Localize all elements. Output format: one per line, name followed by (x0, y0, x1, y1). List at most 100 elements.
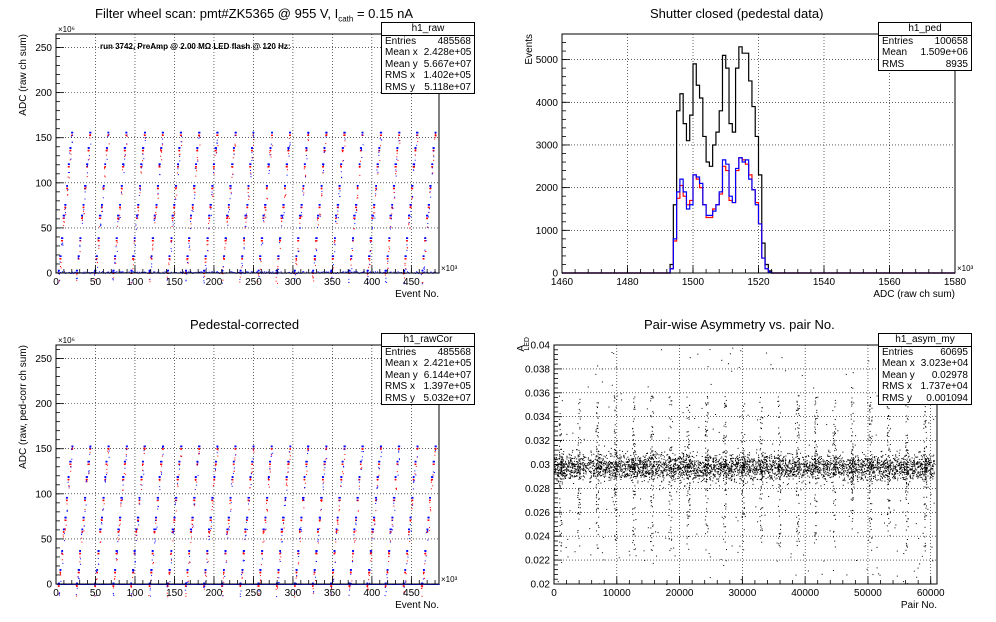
event-point (307, 133, 309, 135)
event-point (299, 214, 302, 217)
event-point (195, 167, 197, 169)
event-point (137, 210, 139, 212)
event-point (380, 131, 382, 134)
event-point (144, 137, 146, 139)
event-point (321, 195, 323, 197)
event-point (422, 573, 424, 575)
event-point (406, 249, 408, 251)
event-point (395, 488, 397, 490)
event-point (102, 187, 105, 190)
asym-point (617, 457, 619, 459)
event-point (64, 208, 66, 210)
event-point (210, 521, 212, 523)
x-tick-label: 150 (166, 277, 183, 288)
event-point (98, 214, 101, 217)
event-point (157, 197, 159, 199)
event-point (388, 251, 390, 253)
event-point (112, 271, 114, 273)
event-point (276, 273, 278, 275)
event-point (172, 528, 175, 531)
event-point (136, 216, 138, 218)
event-point (213, 271, 215, 273)
event-point (248, 509, 250, 511)
stats-row: RMS y 5.118e+07 (382, 82, 474, 94)
event-point (353, 271, 355, 273)
event-point (294, 269, 296, 272)
event-point (386, 281, 388, 283)
event-point (434, 138, 436, 140)
event-point (433, 159, 435, 161)
event-point (185, 280, 187, 282)
event-point (181, 145, 183, 147)
event-point (330, 592, 332, 594)
event-point (344, 453, 346, 455)
event-point (124, 154, 126, 156)
event-point (314, 580, 316, 582)
event-point (137, 528, 139, 530)
event-point (66, 194, 68, 196)
event-point (297, 550, 300, 552)
pad-ped: 1460 1480 1500 1520 1540 1560 1580 0 1000 2000 300… (498, 0, 996, 311)
event-point (376, 163, 379, 166)
event-point (321, 163, 324, 166)
event-point (336, 516, 339, 519)
event-point (390, 217, 392, 219)
y-exponent: ×10⁶ (58, 25, 75, 34)
event-point (311, 585, 314, 587)
event-point (226, 217, 229, 219)
event-point (106, 473, 108, 475)
event-point (368, 263, 370, 265)
event-point (189, 555, 191, 557)
event-point (173, 530, 175, 532)
event-point (208, 228, 210, 230)
event-point (424, 249, 426, 251)
event-point (307, 131, 310, 134)
event-point (308, 139, 310, 141)
event-point (428, 208, 430, 210)
event-point (234, 143, 236, 145)
event-point (424, 240, 426, 242)
event-point (186, 271, 188, 273)
event-point (252, 448, 254, 450)
event-point (408, 221, 410, 223)
event-point (404, 264, 406, 266)
event-point (142, 147, 145, 149)
event-point (298, 556, 300, 558)
event-point (124, 156, 126, 158)
event-point (341, 147, 344, 149)
event-point (125, 454, 127, 456)
event-point (226, 216, 228, 218)
event-point (280, 552, 282, 554)
stats-row: Entries 100658 (879, 36, 971, 48)
event-point (89, 133, 91, 135)
stats-row: RMS 8935 (879, 59, 971, 71)
event-point (370, 552, 372, 554)
event-point (118, 217, 120, 219)
event-point (150, 572, 152, 574)
event-point (248, 503, 250, 505)
event-point (334, 237, 336, 239)
event-point (313, 591, 315, 593)
event-point (335, 541, 337, 543)
event-point (435, 448, 437, 450)
event-point (102, 189, 104, 191)
event-point (89, 446, 91, 448)
event-point (367, 275, 369, 277)
event-point (125, 134, 128, 136)
event-point (260, 271, 262, 273)
event-point (105, 150, 107, 152)
event-point (257, 269, 260, 272)
event-point (307, 452, 309, 454)
event-point (137, 519, 140, 521)
event-point (367, 269, 369, 272)
event-point (243, 237, 245, 239)
event-point (118, 539, 120, 541)
event-point (337, 271, 339, 273)
event-point (120, 503, 122, 505)
event-point (231, 483, 233, 485)
event-point (302, 498, 304, 500)
event-point (232, 173, 234, 175)
stats-row: RMS y 5.032e+07 (382, 393, 474, 405)
x-tick-label: 150 (166, 588, 183, 599)
event-point (351, 268, 353, 270)
